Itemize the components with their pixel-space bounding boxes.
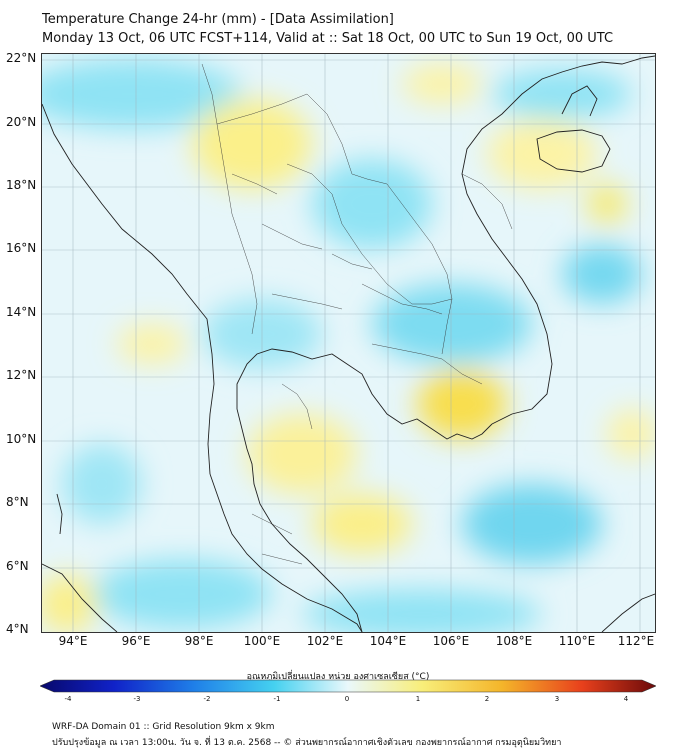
lat-label: 18°N xyxy=(6,178,37,192)
lon-label: 104°E xyxy=(369,634,407,648)
temperature-change-map xyxy=(41,53,656,633)
lon-label: 112°E xyxy=(617,634,655,648)
lon-label: 98°E xyxy=(184,634,214,648)
chart-title: Temperature Change 24-hr (mm) - [Data As… xyxy=(42,12,394,27)
field-blobs xyxy=(42,59,655,632)
colorbar-tick: 3 xyxy=(554,695,560,703)
footer-update-info: ปรับปรุงข้อมูล ณ เวลา 13:00น. วัน จ. ที่… xyxy=(52,738,562,748)
chart-subtitle: Monday 13 Oct, 06 UTC FCST+114, Valid at… xyxy=(42,31,614,46)
lon-label: 94°E xyxy=(58,634,88,648)
lon-label: 102°E xyxy=(306,634,344,648)
lat-label: 8°N xyxy=(6,495,29,509)
colorbar-tick: -2 xyxy=(203,695,211,703)
lat-label: 22°N xyxy=(6,51,37,65)
borders xyxy=(201,63,513,565)
lat-label: 20°N xyxy=(6,115,37,129)
colorbar-tick: 2 xyxy=(484,695,490,703)
lat-label: 10°N xyxy=(6,432,37,446)
coastlines xyxy=(42,55,655,632)
lat-label: 14°N xyxy=(6,305,37,319)
colorbar-tick: 4 xyxy=(623,695,629,703)
map-field xyxy=(42,54,655,632)
colorbar-tick: -3 xyxy=(133,695,141,703)
colorbar-label: อุณหภูมิเปลี่ยนแปลง หน่วย องศาเซลเซียส (… xyxy=(246,672,430,682)
lat-label: 16°N xyxy=(6,241,37,255)
lon-label: 100°E xyxy=(243,634,281,648)
lon-label: 108°E xyxy=(495,634,533,648)
graticule xyxy=(42,54,655,632)
lat-label: 6°N xyxy=(6,559,29,573)
colorbar-tick: 1 xyxy=(415,695,421,703)
colorbar xyxy=(40,679,656,693)
lon-label: 96°E xyxy=(121,634,151,648)
lat-label: 12°N xyxy=(6,368,37,382)
lat-label: 4°N xyxy=(6,622,29,636)
lon-label: 110°E xyxy=(558,634,596,648)
lon-label: 106°E xyxy=(432,634,470,648)
colorbar-tick: -4 xyxy=(64,695,72,703)
colorbar-tick: -1 xyxy=(273,695,281,703)
colorbar-tick: 0 xyxy=(344,695,350,703)
footer-model-info: WRF-DA Domain 01 :: Grid Resolution 9km … xyxy=(52,722,275,732)
